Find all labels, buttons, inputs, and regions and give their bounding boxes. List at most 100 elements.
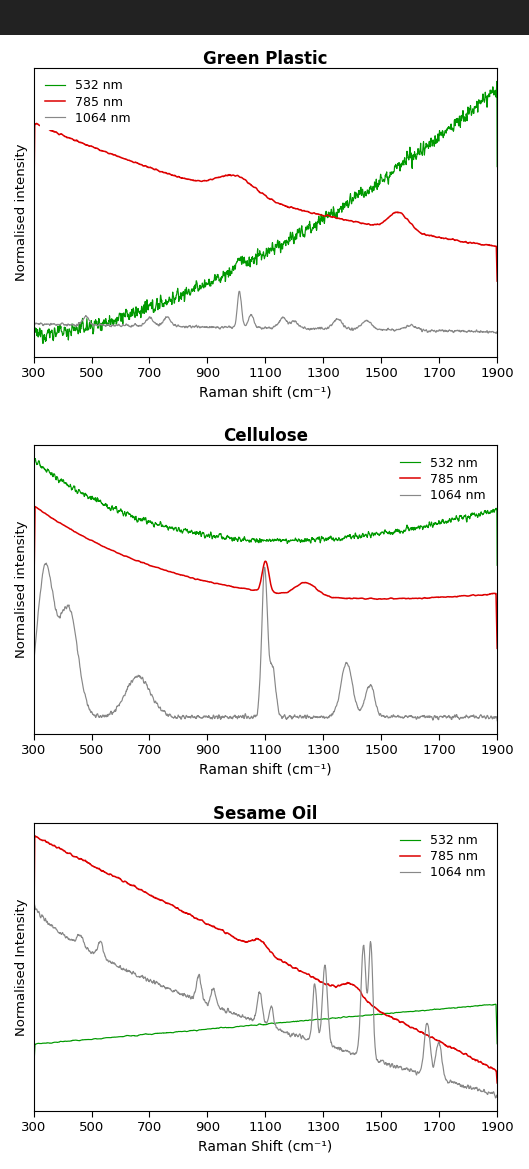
Line: 785 nm: 785 nm (33, 836, 497, 1082)
1064 nm (350, 1046, 357, 1060)
1064 nm (240, 1010, 247, 1024)
785 nm (240, 172, 247, 186)
532 nm (30, 1066, 37, 1080)
Y-axis label: Normalised Intensity: Normalised Intensity (15, 898, 28, 1036)
1064 nm (30, 690, 37, 704)
1064 nm (494, 1090, 500, 1104)
785 nm (464, 589, 471, 603)
785 nm (30, 611, 37, 625)
1064 nm (31, 897, 38, 911)
Legend: 532 nm, 785 nm, 1064 nm: 532 nm, 785 nm, 1064 nm (395, 829, 491, 884)
785 nm (32, 829, 38, 843)
532 nm (464, 999, 470, 1014)
532 nm (350, 194, 357, 208)
Y-axis label: Normalised intensity: Normalised intensity (15, 521, 28, 658)
532 nm (30, 589, 37, 603)
785 nm (33, 117, 40, 131)
532 nm (240, 1019, 247, 1033)
1064 nm (240, 711, 247, 725)
785 nm (494, 1075, 500, 1090)
Legend: 532 nm, 785 nm, 1064 nm: 532 nm, 785 nm, 1064 nm (40, 75, 135, 130)
532 nm (494, 160, 500, 174)
1064 nm (39, 317, 45, 331)
785 nm (114, 546, 120, 560)
532 nm (494, 559, 500, 573)
1064 nm (492, 1091, 499, 1105)
Title: Cellulose: Cellulose (223, 428, 308, 445)
532 nm (492, 997, 499, 1011)
1064 nm (350, 683, 357, 697)
1064 nm (30, 325, 37, 339)
Title: Sesame Oil: Sesame Oil (213, 804, 317, 823)
785 nm (494, 274, 500, 288)
1064 nm (39, 909, 45, 924)
785 nm (30, 224, 37, 238)
532 nm (40, 337, 47, 351)
785 nm (464, 1049, 471, 1063)
785 nm (350, 592, 357, 606)
Line: 532 nm: 532 nm (33, 1004, 497, 1073)
785 nm (268, 579, 274, 593)
785 nm (494, 642, 500, 656)
532 nm (494, 75, 500, 89)
785 nm (39, 833, 45, 848)
X-axis label: Raman shift (cm⁻¹): Raman shift (cm⁻¹) (199, 386, 332, 400)
532 nm (114, 502, 120, 516)
532 nm (39, 461, 45, 475)
532 nm (464, 105, 471, 119)
1064 nm (240, 314, 247, 328)
X-axis label: Raman Shift (cm⁻¹): Raman Shift (cm⁻¹) (198, 1140, 333, 1154)
X-axis label: Raman shift (cm⁻¹): Raman shift (cm⁻¹) (199, 762, 332, 776)
785 nm (350, 215, 357, 229)
785 nm (268, 192, 274, 206)
532 nm (350, 528, 357, 542)
1064 nm (268, 321, 274, 336)
532 nm (113, 1030, 120, 1044)
Title: Green Plastic: Green Plastic (203, 50, 327, 68)
1064 nm (268, 999, 274, 1014)
1064 nm (236, 284, 242, 298)
1064 nm (268, 657, 274, 671)
532 nm (464, 510, 471, 524)
Line: 532 nm: 532 nm (33, 458, 497, 596)
1064 nm (350, 323, 357, 337)
532 nm (240, 533, 247, 547)
1064 nm (114, 699, 120, 713)
1064 nm (464, 325, 471, 339)
532 nm (350, 1010, 356, 1024)
Line: 785 nm: 785 nm (33, 506, 497, 649)
532 nm (30, 328, 37, 343)
532 nm (268, 1016, 274, 1030)
Line: 1064 nm: 1064 nm (33, 904, 497, 1098)
785 nm (114, 871, 120, 885)
1064 nm (113, 318, 120, 332)
532 nm (268, 242, 274, 256)
532 nm (494, 1037, 500, 1051)
Line: 1064 nm: 1064 nm (33, 563, 497, 720)
Y-axis label: Normalised intensity: Normalised intensity (15, 144, 28, 282)
785 nm (240, 581, 247, 595)
532 nm (39, 327, 45, 341)
Legend: 532 nm, 785 nm, 1064 nm: 532 nm, 785 nm, 1064 nm (395, 451, 491, 507)
785 nm (464, 236, 471, 250)
532 nm (39, 1036, 45, 1050)
532 nm (268, 534, 274, 548)
1064 nm (114, 960, 120, 974)
1064 nm (464, 1078, 471, 1092)
532 nm (240, 256, 247, 270)
1064 nm (493, 326, 499, 340)
785 nm (39, 119, 45, 133)
785 nm (32, 499, 38, 513)
1064 nm (30, 996, 37, 1010)
1064 nm (39, 570, 45, 584)
785 nm (350, 977, 357, 991)
1064 nm (43, 556, 50, 570)
785 nm (114, 150, 120, 164)
1064 nm (464, 710, 471, 724)
1064 nm (494, 326, 500, 340)
1064 nm (494, 713, 500, 727)
532 nm (32, 451, 39, 465)
785 nm (39, 505, 45, 519)
785 nm (268, 945, 274, 959)
Line: 532 nm: 532 nm (33, 82, 497, 344)
